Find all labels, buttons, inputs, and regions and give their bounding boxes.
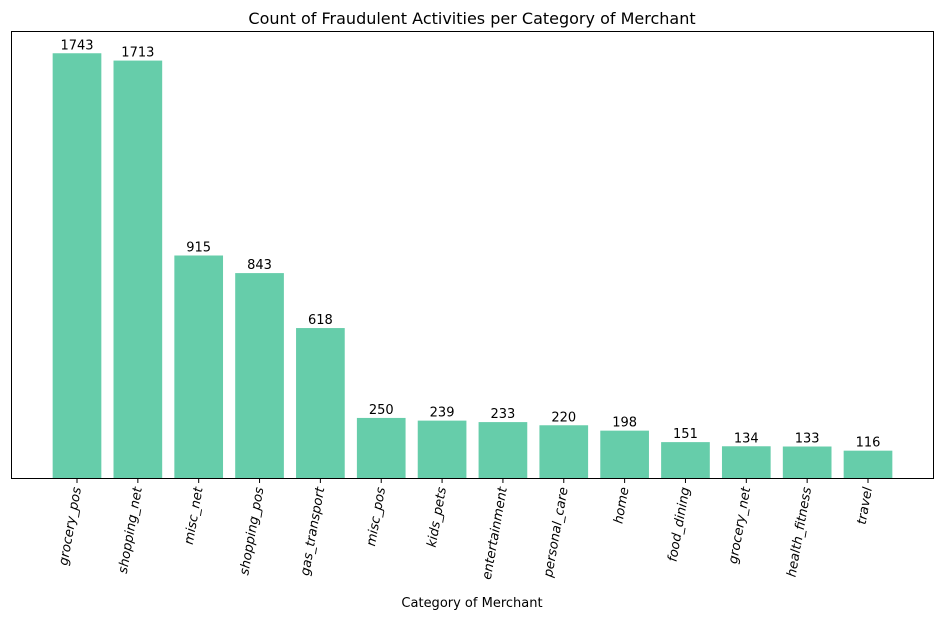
data-label-misc_net: 915 <box>186 241 211 256</box>
bar-home <box>600 430 649 479</box>
data-label-shopping_net: 1713 <box>121 46 154 61</box>
x-tick-label-grocery_net: grocery_net <box>726 485 754 565</box>
bar-food_dining <box>661 442 710 479</box>
x-tick-label-travel: travel <box>855 486 876 526</box>
x-tick-label-home: home <box>611 486 632 525</box>
data-label-shopping_pos: 843 <box>247 258 272 273</box>
bar-travel <box>843 450 893 479</box>
bar-entertainment <box>478 422 528 479</box>
x-tick-label-misc_net: misc_net <box>182 485 207 546</box>
data-label-food_dining: 151 <box>673 427 698 442</box>
bar-health_fitness <box>782 446 832 479</box>
bar-gas_transport <box>296 328 345 479</box>
data-label-grocery_pos: 1743 <box>60 38 93 53</box>
x-tick-label-grocery_pos: grocery_pos <box>56 486 85 567</box>
x-tick-label-shopping_net: shopping_net <box>116 485 146 575</box>
bar-kids_pets <box>417 420 467 479</box>
data-label-entertainment: 233 <box>491 407 516 422</box>
bar-misc_pos <box>356 417 406 479</box>
data-label-gas_transport: 618 <box>308 313 333 328</box>
data-labels-group: 1743 1713 915 843 618 250 239 233 220 198 151 134 13… <box>60 38 880 450</box>
x-tick-label-gas_transport: gas_transport <box>298 485 328 577</box>
data-label-misc_pos: 250 <box>369 403 394 418</box>
x-tick-label-entertainment: entertainment <box>480 485 511 581</box>
bars-group <box>52 53 893 479</box>
bar-misc_net <box>174 255 224 479</box>
data-label-grocery_net: 134 <box>734 431 759 446</box>
bar-shopping_net <box>113 60 163 479</box>
data-label-home: 198 <box>612 416 637 431</box>
chart-title: Count of Fraudulent Activities per Categ… <box>248 9 695 28</box>
bar-grocery_pos <box>52 53 102 479</box>
x-tick-label-kids_pets: kids_pets <box>425 486 450 549</box>
bar-shopping_pos <box>235 273 284 479</box>
x-tick-label-food_dining: food_dining <box>666 486 694 563</box>
x-tick-label-personal_care: personal_care <box>541 486 572 579</box>
data-label-health_fitness: 133 <box>795 432 820 447</box>
x-ticks-group: grocery_pos shopping_net misc_net shopping_… <box>56 479 876 581</box>
x-axis-label: Category of Merchant <box>401 596 542 611</box>
data-label-personal_care: 220 <box>551 410 576 425</box>
bar-grocery_net <box>721 446 771 479</box>
x-tick-label-misc_pos: misc_pos <box>364 486 389 548</box>
data-label-travel: 116 <box>856 436 881 451</box>
x-tick-label-shopping_pos: shopping_pos <box>237 486 267 577</box>
x-tick-label-health_fitness: health_fitness <box>785 486 816 578</box>
data-label-kids_pets: 239 <box>430 406 455 421</box>
plot-frame <box>11 31 934 479</box>
bar-personal_care <box>539 425 589 479</box>
